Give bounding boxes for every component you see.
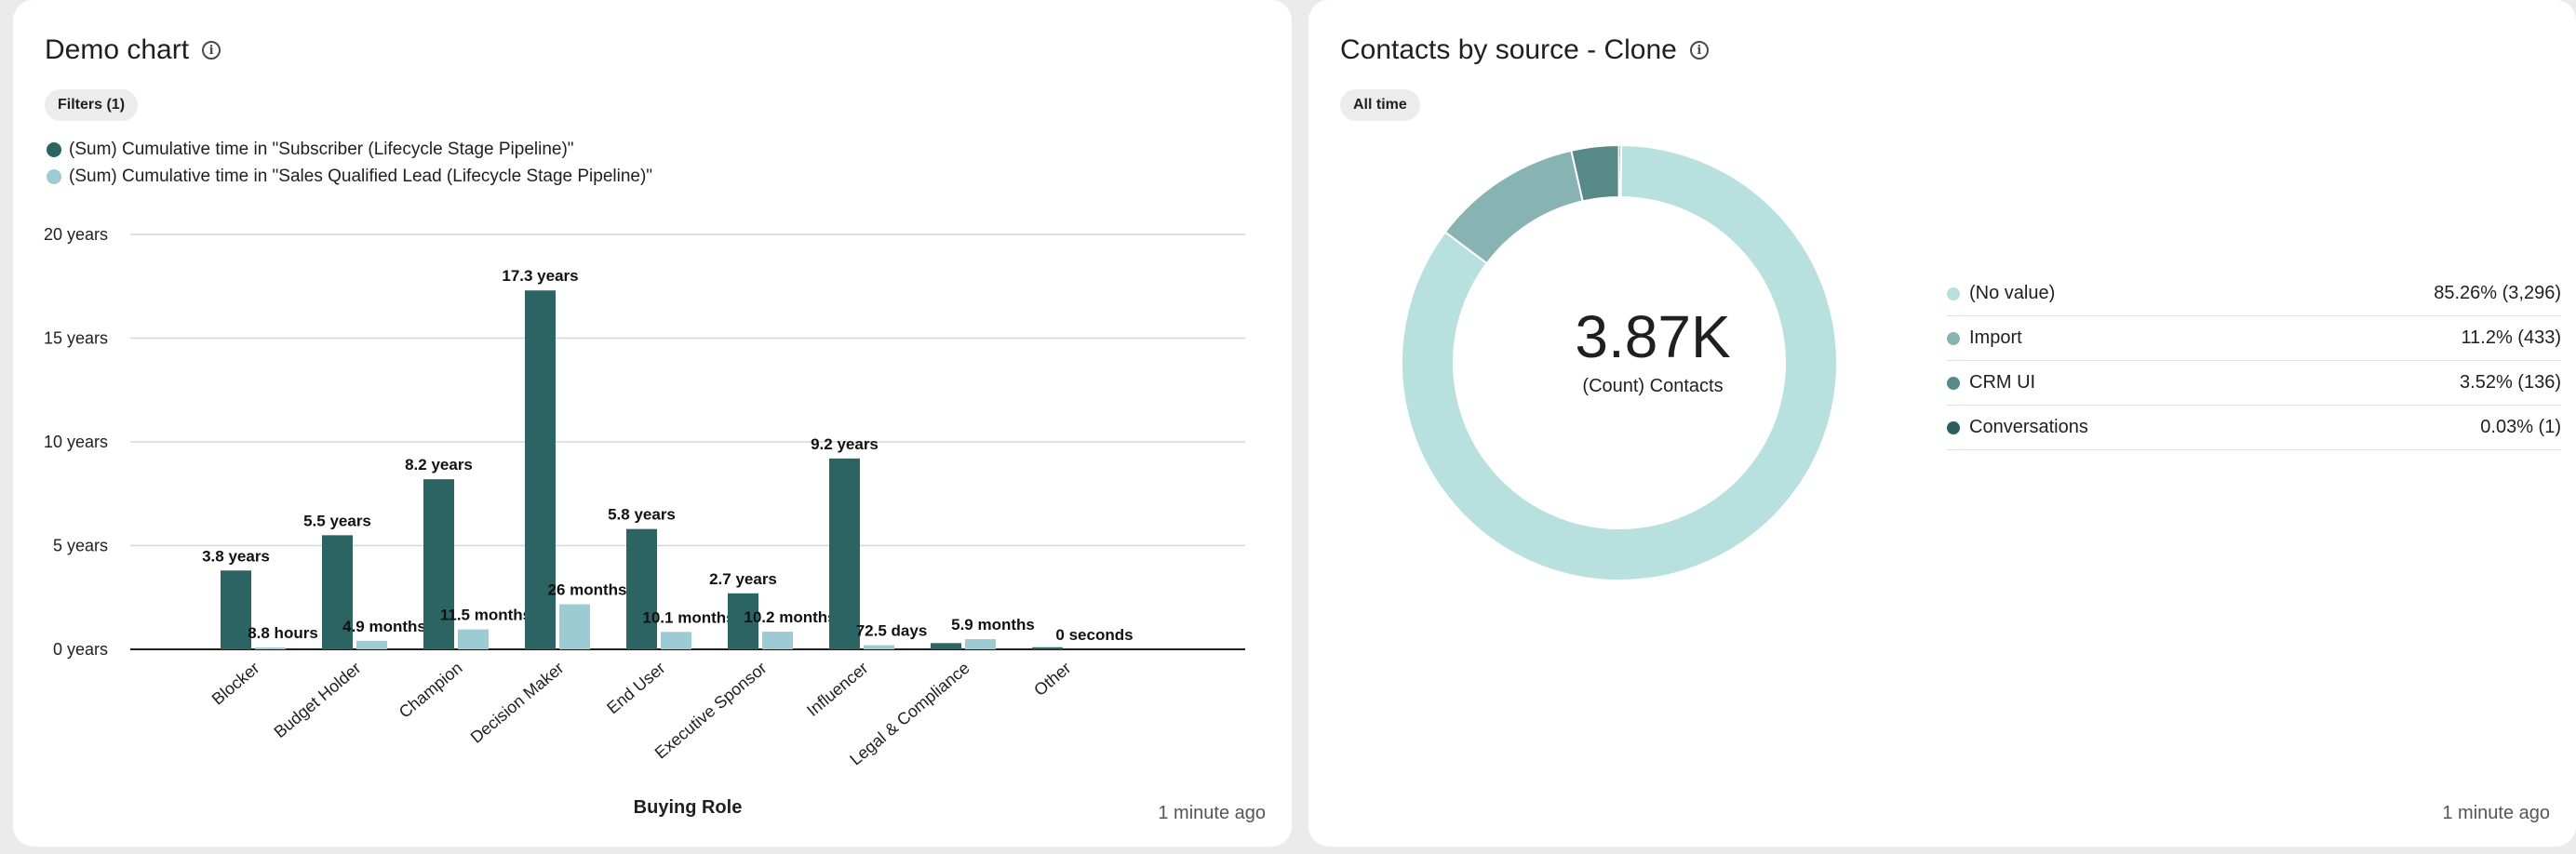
- legend-value: 85.26% (3,296): [2434, 283, 2561, 303]
- legend-label: (Sum) Cumulative time in "Subscriber (Li…: [69, 139, 574, 159]
- legend-swatch: [47, 168, 61, 184]
- donut-slice[interactable]: [1617, 143, 1623, 199]
- chart-title: Demo chart: [45, 34, 190, 65]
- x-tick-label: Other: [1030, 659, 1074, 700]
- last-updated: 1 minute ago: [1158, 803, 1266, 823]
- data-label: 8.2 years: [405, 456, 473, 474]
- data-label: 72.5 days: [856, 622, 928, 640]
- bar-sql[interactable]: [255, 647, 286, 649]
- date-range-pill[interactable]: All time: [1340, 89, 1420, 121]
- legend-label: CRM UI: [1969, 372, 2036, 393]
- bar-subscriber[interactable]: [829, 458, 860, 649]
- x-tick-label: Champion: [396, 659, 466, 722]
- y-tick-label: 15 years: [44, 329, 108, 348]
- bar-sql[interactable]: [458, 629, 489, 649]
- bar-sql[interactable]: [661, 632, 691, 649]
- x-tick-label: Blocker: [208, 659, 263, 709]
- legend-value: 0.03% (1): [2480, 417, 2561, 437]
- legend-item-subscriber[interactable]: (Sum) Cumulative time in "Subscriber (Li…: [47, 136, 652, 163]
- donut-slice[interactable]: [1443, 149, 1584, 265]
- info-icon[interactable]: i: [202, 41, 221, 60]
- x-tick-label: Influencer: [803, 659, 871, 720]
- donut-legend-item[interactable]: CRM UI 3.52% (136): [1947, 361, 2561, 406]
- bar-chart-card: Demo chart i Filters (1) (Sum) Cumulativ…: [13, 0, 1292, 847]
- legend-label: Import: [1969, 327, 2022, 348]
- last-updated: 1 minute ago: [2442, 803, 2550, 823]
- info-icon[interactable]: i: [1689, 41, 1709, 60]
- donut-chart-card: Contacts by source - Clone i All time 3.…: [1308, 0, 2576, 847]
- donut-legend: (No value) 85.26% (3,296) Import 11.2% (433…: [1947, 272, 2561, 450]
- chart-legend: (Sum) Cumulative time in "Subscriber (Li…: [47, 136, 652, 190]
- legend-swatch: [47, 141, 61, 157]
- x-tick-label: End User: [603, 659, 668, 718]
- legend-swatch: [1947, 376, 1960, 390]
- data-label: 4.9 months: [342, 618, 426, 635]
- data-label: 9.2 years: [811, 435, 879, 453]
- x-tick-label: Executive Sponsor: [651, 659, 771, 763]
- donut-legend-item[interactable]: Import 11.2% (433): [1947, 316, 2561, 361]
- legend-swatch: [1947, 420, 1960, 434]
- data-label: 5.5 years: [303, 512, 371, 529]
- bar-subscriber[interactable]: [221, 570, 251, 649]
- bar-subscriber[interactable]: [931, 643, 961, 649]
- y-tick-label: 20 years: [44, 225, 108, 244]
- data-label: 10.1 months: [642, 608, 734, 626]
- data-label: 5.9 months: [951, 616, 1035, 634]
- x-axis-title: Buying Role: [634, 797, 743, 818]
- bar-chart-plot: 0 years 5 years 10 years 15 years 20 years 3.…: [44, 225, 1245, 818]
- bar-subscriber[interactable]: [1032, 647, 1063, 649]
- bar-subscriber[interactable]: [626, 528, 657, 649]
- legend-item-sql[interactable]: (Sum) Cumulative time in "Sales Qualifie…: [47, 163, 652, 190]
- data-label: 8.8 hours: [248, 624, 318, 642]
- bar-subscriber[interactable]: [728, 593, 758, 649]
- donut-center: 3.87K (Count) Contacts: [1392, 307, 1913, 397]
- card-header: Contacts by source - Clone i: [1340, 30, 1709, 71]
- donut-slice[interactable]: [1401, 143, 1838, 581]
- legend-swatch: [1947, 287, 1960, 300]
- total-value: 3.87K: [1575, 303, 1731, 370]
- x-tick-label: Budget Holder: [271, 659, 365, 741]
- data-label: 5.8 years: [608, 506, 676, 524]
- data-label: 26 months: [547, 581, 626, 599]
- y-tick-label: 10 years: [44, 433, 108, 451]
- bar-sql[interactable]: [559, 604, 590, 649]
- bar-subscriber[interactable]: [322, 535, 353, 649]
- x-tick-label: Decision Maker: [467, 659, 568, 747]
- donut-legend-item[interactable]: Conversations 0.03% (1): [1947, 406, 2561, 450]
- data-label: 3.8 years: [202, 547, 270, 565]
- bar-subscriber[interactable]: [423, 479, 454, 649]
- legend-label: (Sum) Cumulative time in "Sales Qualifie…: [69, 166, 653, 186]
- bar-sql[interactable]: [762, 632, 793, 649]
- chart-title: Contacts by source - Clone: [1340, 34, 1677, 65]
- total-label: (Count) Contacts: [1582, 376, 1724, 396]
- legend-label: Conversations: [1969, 417, 2088, 437]
- card-header: Demo chart i: [45, 30, 221, 71]
- bar-sql[interactable]: [965, 639, 996, 649]
- legend-value: 3.52% (136): [2460, 372, 2561, 393]
- data-label: 11.5 months: [440, 607, 531, 624]
- bar-sql[interactable]: [356, 640, 387, 649]
- filters-pill[interactable]: Filters (1): [45, 89, 139, 121]
- legend-value: 11.2% (433): [2461, 327, 2561, 348]
- bar-subscriber[interactable]: [525, 290, 556, 649]
- y-tick-label: 0 years: [53, 640, 108, 659]
- data-label: 0 seconds: [1055, 626, 1133, 644]
- bar-sql[interactable]: [864, 645, 894, 649]
- y-tick-label: 5 years: [53, 537, 108, 555]
- data-label: 17.3 years: [502, 267, 578, 285]
- legend-swatch: [1947, 331, 1960, 345]
- donut-chart-plot: [1401, 143, 1838, 581]
- data-label: 2.7 years: [709, 570, 777, 588]
- donut-legend-item[interactable]: (No value) 85.26% (3,296): [1947, 272, 2561, 316]
- legend-label: (No value): [1969, 283, 2056, 303]
- data-label: 10.2 months: [744, 608, 836, 626]
